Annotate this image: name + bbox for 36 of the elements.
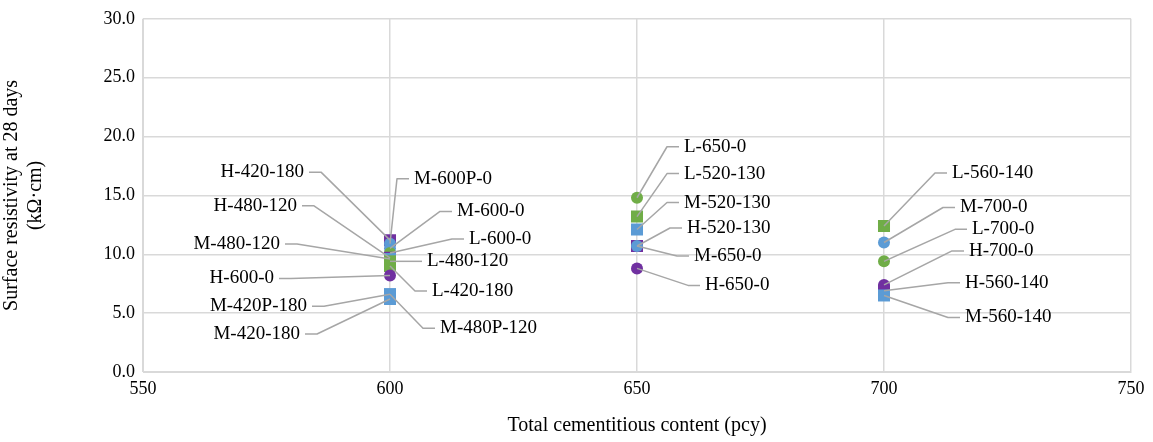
- y-axis-title: Surface resistivity at 28 days (kΩ·cm): [0, 79, 47, 311]
- x-tick-label: 600: [376, 377, 404, 398]
- annotation: M-420P-180: [209, 294, 307, 316]
- y-tick-label: 10.0: [103, 243, 135, 263]
- annotation: M-600P-0: [414, 166, 493, 188]
- annotation: H-700-0: [969, 238, 1034, 260]
- annotation: M-480P-120: [440, 316, 538, 338]
- annotation: M-420-180: [213, 321, 300, 343]
- annotation: L-520-130: [684, 161, 766, 183]
- annotation: H-480-120: [213, 193, 297, 215]
- annotation: M-650-0: [694, 244, 762, 266]
- annotation: L-600-0: [469, 227, 532, 249]
- y-tick-label: 30.0: [103, 7, 135, 28]
- y-tick-label: 25.0: [103, 66, 135, 87]
- annotation: M-700-0: [960, 195, 1028, 217]
- annotation: H-520-130: [687, 216, 771, 238]
- x-tick-label: 700: [870, 377, 898, 398]
- annotation: H-560-140: [965, 270, 1049, 292]
- annotation: L-650-0: [684, 134, 747, 156]
- y-tick-label: 15.0: [103, 184, 135, 205]
- x-tick-label: 650: [623, 377, 651, 398]
- x-tick-label: 750: [1117, 377, 1145, 398]
- x-axis-title: Total cementitious content (pcy): [507, 413, 767, 437]
- annotation: M-600-0: [457, 199, 525, 221]
- annotation: L-480-120: [427, 249, 509, 271]
- annotation: L-700-0: [972, 217, 1035, 239]
- annotation: H-420-180: [220, 160, 304, 182]
- annotation: M-560-140: [965, 305, 1052, 327]
- annotation: H-650-0: [705, 273, 770, 295]
- annotation: L-560-140: [952, 161, 1034, 182]
- y-tick-label: 20.0: [103, 125, 135, 146]
- annotation: M-520-130: [684, 190, 771, 212]
- annotation: L-420-180: [432, 279, 514, 301]
- annotation: H-600-0: [209, 266, 274, 288]
- annotation: M-480-120: [193, 231, 280, 253]
- y-tick-label: 5.0: [112, 301, 135, 322]
